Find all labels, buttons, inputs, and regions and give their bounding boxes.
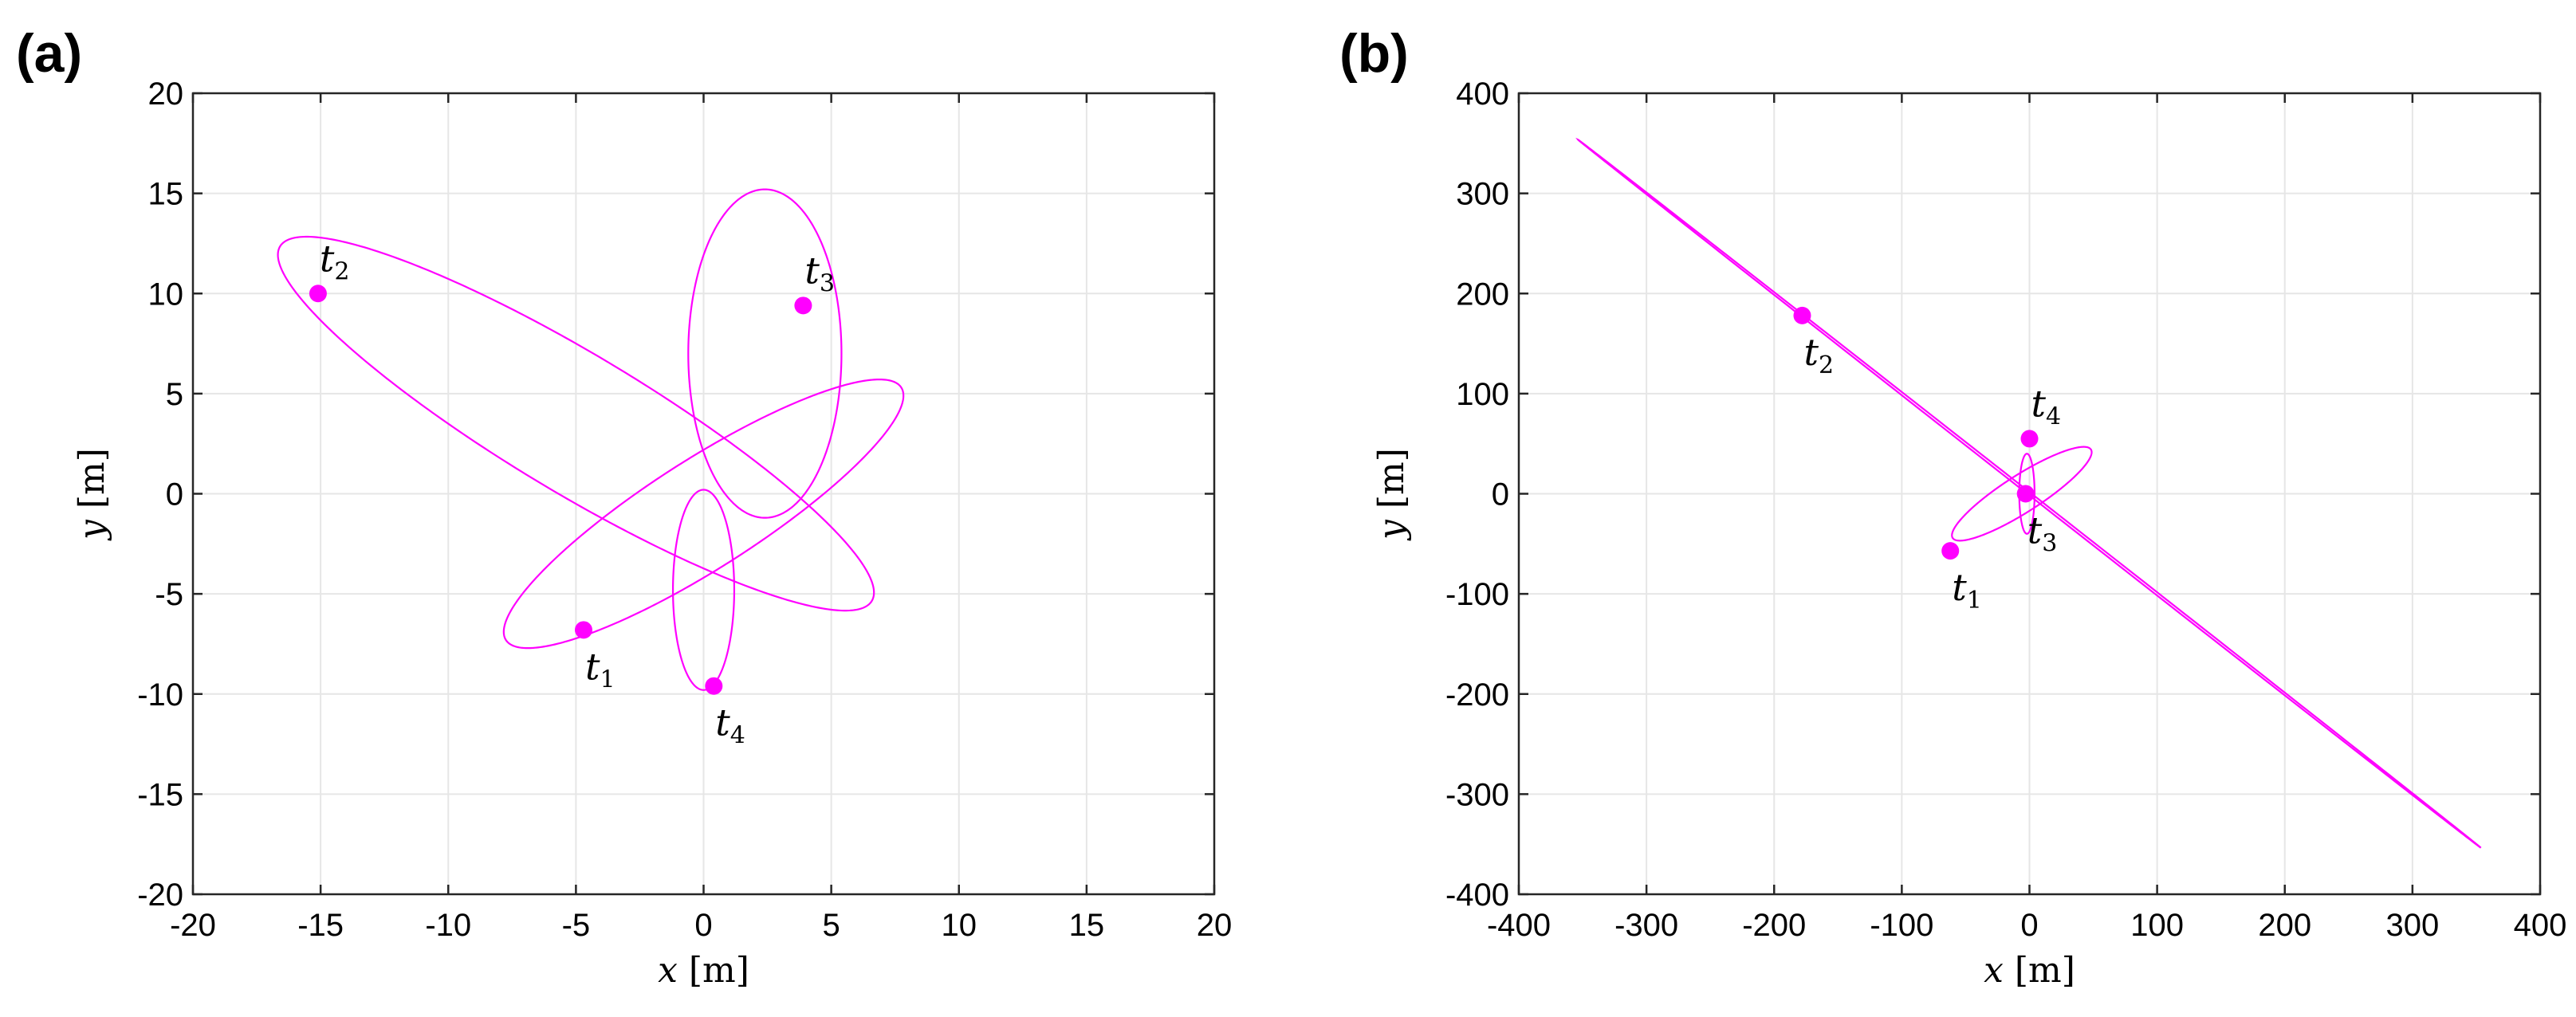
point-marker [705,677,723,695]
point-label: t3 [804,249,835,297]
trajectory [1575,137,2482,849]
point-marker [794,296,812,315]
x-tick-label: -300 [1614,908,1678,943]
trajectory-loop [671,489,736,691]
point-label: t1 [1952,566,1982,615]
y-tick-label: 0 [1492,477,1509,512]
point-label: t3 [2027,509,2058,558]
x-tick-label: 100 [2130,908,2184,943]
point-label: t2 [320,237,350,285]
x-tick-label: -400 [1487,908,1551,943]
trajectory-loop [1951,446,2093,542]
trajectory-loop [277,235,875,612]
gridlines [1519,93,2540,894]
x-axis-label: x [m] [658,950,749,991]
x-tick-label: 200 [2258,908,2311,943]
panel-b: (b) -400 -300 -200 -100 0 100 200 300 400 -400 -300… [1339,23,2566,991]
x-tick-label: 0 [2020,908,2038,943]
x-tick-label: -200 [1742,908,1806,943]
y-tick-label: 300 [1456,177,1509,212]
y-tick-label: -10 [137,677,183,713]
y-tick-label: -300 [1445,777,1509,812]
x-tick-label: -100 [1870,908,1933,943]
x-tick-label: 5 [823,908,840,943]
y-tick-label: 15 [148,177,184,212]
point-marker [1793,306,1811,324]
point-label: t1 [585,645,615,693]
point-label: t4 [715,701,745,750]
y-tick-label: -15 [137,777,183,812]
x-tick-label: -5 [562,908,591,943]
point-marker [2020,430,2039,448]
y-axis-label: y [m] [72,448,112,541]
trajectory-loop [1575,137,2482,849]
trajectory-loop [502,379,905,650]
y-tick-label: -400 [1445,878,1509,913]
point-label: t4 [2031,382,2062,430]
y-tick-label: 100 [1456,377,1509,412]
point-marker [574,621,592,639]
y-tick-label: 0 [166,477,183,512]
point-marker [2016,485,2035,503]
y-axis-label: y [m] [1371,448,1412,541]
y-tick-label: -20 [137,878,183,913]
x-axis-label: x [m] [1984,950,2075,991]
x-tick-label: -15 [297,908,344,943]
trajectory-loop [687,188,843,519]
y-tick-label: -200 [1445,677,1509,713]
panel-label: (b) [1339,23,1409,84]
y-tick-label: 200 [1456,277,1509,312]
x-tick-label: -10 [425,908,471,943]
y-tick-label: 10 [148,277,184,312]
gridlines [193,93,1214,894]
y-tick-label: 20 [148,77,184,112]
panel-a: (a) -20 -15 -10 -5 0 5 10 15 20 -20 -15 -10 -5 0 5 10 15 2… [16,23,1232,991]
trajectory-loop [2018,453,2035,535]
point-marker [1941,542,1960,560]
y-tick-label: -5 [155,577,183,612]
x-tick-label: 10 [942,908,977,943]
point-label: t2 [1803,331,1834,379]
y-tick-label: -100 [1445,577,1509,612]
y-tick-label: 5 [166,377,183,412]
y-tick-label: 400 [1456,77,1509,112]
x-tick-label: 0 [694,908,712,943]
panel-label: (a) [16,23,82,84]
x-tick-label: 15 [1069,908,1105,943]
x-tick-label: 400 [2514,908,2567,943]
x-tick-label: 20 [1197,908,1233,943]
point-marker [309,285,327,303]
x-tick-label: 300 [2386,908,2440,943]
x-tick-label: -20 [170,908,216,943]
trajectory [277,188,905,691]
